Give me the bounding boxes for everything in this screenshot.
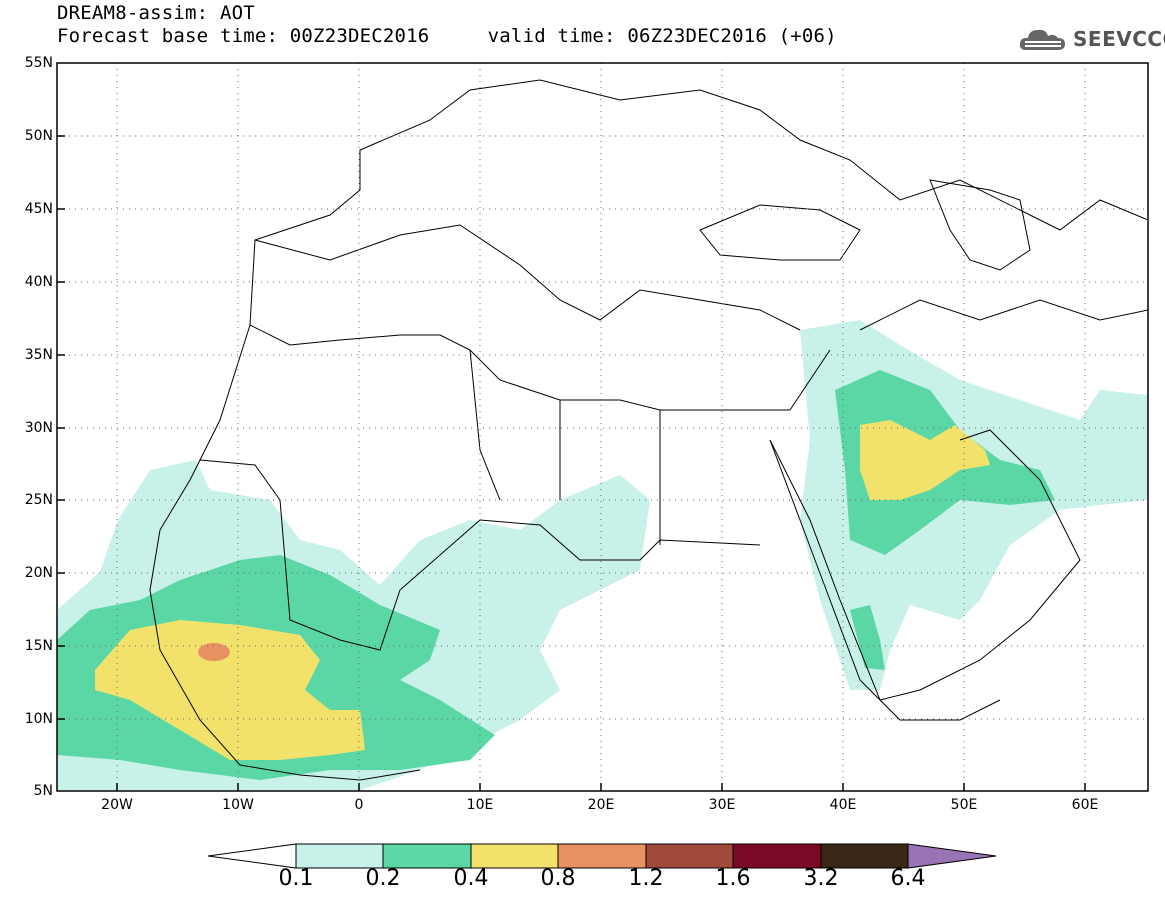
colorbar-bin-3 <box>470 843 559 869</box>
chart-title: DREAM8-assim: AOT <box>57 2 255 24</box>
coast-caspian <box>929 179 1031 271</box>
coast-north-africa <box>249 324 790 411</box>
map-frame <box>56 62 1149 792</box>
colorbar-bin-7 <box>820 843 909 869</box>
colorbar-label-0.4: 0.4 <box>453 866 489 891</box>
coast-mediterranean-north <box>254 224 801 331</box>
colorbar-low-arrow <box>207 843 297 869</box>
lon-label-20w: 20W <box>101 797 133 813</box>
colorbar-label-1.2: 1.2 <box>628 866 664 891</box>
colorbar-bin-5 <box>645 843 734 869</box>
lon-label-0: 0 <box>354 797 364 813</box>
lat-label-55n: 55N <box>24 55 53 71</box>
axis-ticks <box>57 135 1086 791</box>
lon-label-10e: 10E <box>466 797 494 813</box>
aot-region-0.2-red-sea <box>850 605 885 670</box>
lat-label-10n: 10N <box>24 711 53 727</box>
seevccc-logo: SEEVCCC <box>1018 24 1165 54</box>
map-grid <box>57 63 1148 791</box>
coast-iran <box>859 299 1148 331</box>
lat-label-45n: 45N <box>24 201 53 217</box>
lon-label-50e: 50E <box>950 797 978 813</box>
coast-arabia <box>769 349 1081 701</box>
aot-fields <box>57 320 1148 790</box>
coast-europe <box>249 79 1148 326</box>
colorbar-bin-1 <box>295 843 384 869</box>
coast-east-africa <box>769 439 1001 721</box>
lat-label-25n: 25N <box>24 492 53 508</box>
lon-label-10w: 10W <box>222 797 254 813</box>
border-sahara-2 <box>469 349 661 545</box>
aot-region-0.4-arabia <box>860 420 990 500</box>
aot-region-0.8-spot <box>198 643 230 661</box>
lat-label-20n: 20N <box>24 565 53 581</box>
cloud-logo-icon <box>1019 29 1065 50</box>
colorbar-bin-2 <box>382 843 472 869</box>
colorbar-label-6.4: 6.4 <box>890 866 926 891</box>
colorbar-bin-4 <box>557 843 647 869</box>
base-time-label: Forecast base time: 00Z23DEC2016 <box>57 25 430 47</box>
logo-text: SEEVCCC <box>1073 27 1165 51</box>
lon-label-20e: 20E <box>587 797 615 813</box>
colorbar-label-0.2: 0.2 <box>365 866 401 891</box>
lat-label-30n: 30N <box>24 420 53 436</box>
valid-time-label: valid time: 06Z23DEC2016 (+06) <box>487 25 837 47</box>
lon-label-60e: 60E <box>1071 797 1099 813</box>
lat-label-15n: 15N <box>24 638 53 654</box>
colorbar-label-1.6: 1.6 <box>715 866 751 891</box>
lon-label-30e: 30E <box>708 797 736 813</box>
lat-label-50n: 50N <box>24 128 53 144</box>
lat-label-35n: 35N <box>24 347 53 363</box>
time-info: Forecast base time: 00Z23DEC2016 valid t… <box>57 25 837 47</box>
colorbar-bin-6 <box>732 843 822 869</box>
lon-label-40e: 40E <box>829 797 857 813</box>
colorbar <box>207 843 997 869</box>
coastlines <box>149 79 1148 781</box>
colorbar-label-3.2: 3.2 <box>803 866 839 891</box>
colorbar-label-0.8: 0.8 <box>540 866 576 891</box>
colorbar-label-0.1: 0.1 <box>278 866 314 891</box>
colorbar-high-arrow <box>907 843 997 869</box>
coast-black-sea <box>699 204 861 261</box>
lat-label-40n: 40N <box>24 274 53 290</box>
lat-label-5n: 5N <box>33 783 53 799</box>
